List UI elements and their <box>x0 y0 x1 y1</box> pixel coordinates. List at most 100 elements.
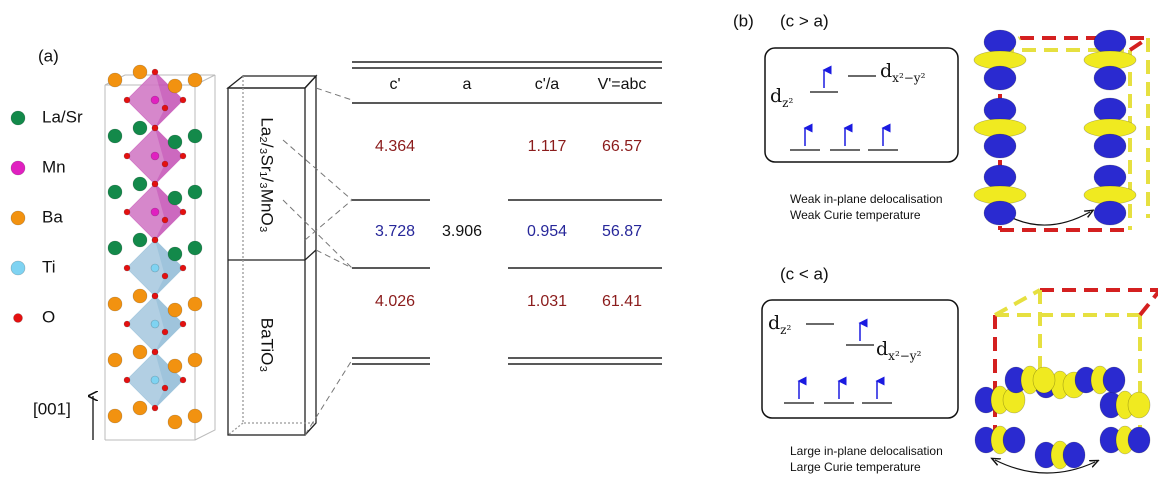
orbital-label: dz² <box>768 312 791 337</box>
atom <box>108 185 122 199</box>
legend-label: La/Sr <box>42 107 83 126</box>
legend-label: O <box>42 307 55 326</box>
atom <box>108 353 122 367</box>
atom <box>133 401 147 415</box>
atom <box>162 385 168 391</box>
atom <box>151 208 159 216</box>
atom <box>108 73 122 87</box>
atom <box>108 129 122 143</box>
atom <box>180 321 186 327</box>
orbital-label: dx²−y² <box>880 60 926 85</box>
atom <box>162 329 168 335</box>
orbital-lobe <box>1094 30 1126 54</box>
orbital-symbol: d <box>876 338 888 360</box>
atom <box>133 345 147 359</box>
atom <box>124 377 130 383</box>
orbital-symbol: d <box>880 60 892 82</box>
caption: Weak Curie temperature <box>790 208 921 222</box>
orbital-lobe <box>1128 427 1150 453</box>
atom <box>152 349 158 355</box>
atom <box>152 405 158 411</box>
column-header: c'/a <box>535 76 560 93</box>
panel-label: (a) <box>38 46 59 65</box>
atom <box>124 265 130 271</box>
column-header: a <box>463 76 472 93</box>
atom <box>152 69 158 75</box>
orbital-lobe <box>1063 442 1085 468</box>
orbital-label: dz² <box>770 85 793 110</box>
atom <box>188 353 202 367</box>
table-cell: 66.57 <box>602 138 642 155</box>
atom <box>168 79 182 93</box>
atom <box>108 409 122 423</box>
orbital-lobe <box>1094 134 1126 158</box>
orbital-lobe <box>984 98 1016 122</box>
atom <box>188 297 202 311</box>
atom <box>168 247 182 261</box>
atom <box>133 233 147 247</box>
legend-label: Ba <box>42 207 63 226</box>
orbital-subscript: x²−y² <box>888 349 921 363</box>
atom <box>133 289 147 303</box>
table-cell: 61.41 <box>602 293 642 310</box>
atom <box>188 185 202 199</box>
table-cell: 3.906 <box>442 223 482 240</box>
table-cell: 56.87 <box>602 223 642 240</box>
atom <box>11 261 25 275</box>
atom <box>151 264 159 272</box>
cube-edge <box>1140 290 1158 315</box>
column-header: V'=abc <box>598 76 647 93</box>
orbital-lobe <box>1128 392 1150 418</box>
atom <box>188 241 202 255</box>
atom <box>151 320 159 328</box>
atom <box>151 152 159 160</box>
atom <box>188 409 202 423</box>
atom <box>14 314 23 323</box>
atom <box>151 376 159 384</box>
atom <box>11 211 25 225</box>
atom <box>168 303 182 317</box>
column-header: c' <box>389 76 400 93</box>
level-box <box>765 48 958 162</box>
table-rules <box>352 62 662 364</box>
layer-label: La₂/₃Sr₁/₃MnO₃ <box>258 117 277 232</box>
orbital-lobe <box>1103 367 1125 393</box>
legend-label: Mn <box>42 157 66 176</box>
atom <box>108 297 122 311</box>
caption: Weak in-plane delocalisation <box>790 192 943 206</box>
atom <box>180 97 186 103</box>
table-cell: 3.728 <box>375 223 415 240</box>
atom <box>152 125 158 131</box>
atom <box>124 97 130 103</box>
atom <box>124 321 130 327</box>
orbital-label: dx²−y² <box>876 338 922 363</box>
connector-lines <box>283 88 352 435</box>
panel-label: (b) <box>733 11 754 30</box>
orbital-symbol: d <box>770 85 782 107</box>
atom <box>151 96 159 104</box>
atom <box>162 161 168 167</box>
orbital-lobe <box>984 134 1016 158</box>
atom <box>168 135 182 149</box>
crystal-structure <box>105 65 215 440</box>
atom <box>180 377 186 383</box>
table-cell: 4.364 <box>375 138 415 155</box>
atom <box>162 105 168 111</box>
atom <box>188 129 202 143</box>
orbital-lobe <box>1094 201 1126 225</box>
table-cell: 4.026 <box>375 293 415 310</box>
caption: Large in-plane delocalisation <box>790 444 943 458</box>
orbital-lobe <box>1094 66 1126 90</box>
atom <box>152 293 158 299</box>
orbital-lobe <box>984 30 1016 54</box>
orbital-subscript: z² <box>780 323 791 337</box>
caption: Large Curie temperature <box>790 460 921 474</box>
orbital-lobe <box>1003 427 1025 453</box>
orbital-lobe <box>984 165 1016 189</box>
orbital-subscript: x²−y² <box>892 71 925 85</box>
atom <box>180 209 186 215</box>
atom <box>124 209 130 215</box>
table-cell: 0.954 <box>527 223 567 240</box>
atom <box>180 265 186 271</box>
